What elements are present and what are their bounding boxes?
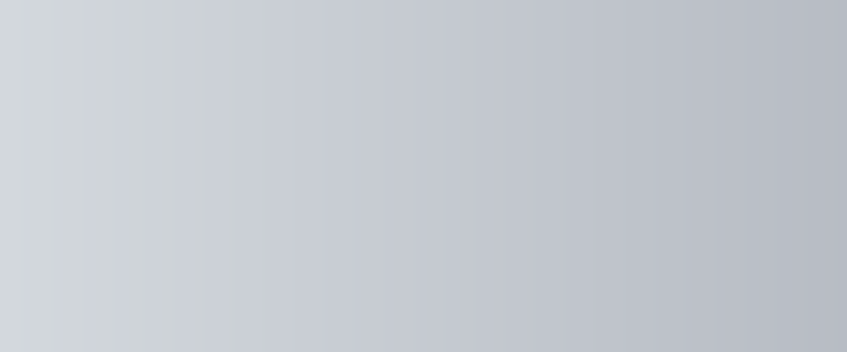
Text: b.: b. bbox=[38, 321, 53, 336]
Text: I → III → IV → II: I → III → IV → II bbox=[71, 321, 181, 336]
Text: V. Pulmonary veins carry oxygenated blood back to the heart.: V. Pulmonary veins carry oxygenated bloo… bbox=[10, 222, 490, 237]
Text: II. Deoxygenated blood is carried from the heart to the lungs via the pulmonary : II. Deoxygenated blood is carried from t… bbox=[10, 100, 683, 115]
Text: II → III → I → IV: II → III → I → IV bbox=[71, 283, 181, 297]
Text: III. Blood is oxygenated in the pulmonary capillaries surrounding the alveoli.: III. Blood is oxygenated in the pulmonar… bbox=[10, 141, 602, 156]
Text: I. The pulmonary artery branches into arterioles, which lead to pulmonary capill: I. The pulmonary artery branches into ar… bbox=[10, 60, 674, 75]
Text: Arrange the steps in the correct order to describe the pathway of deoxygenated b: Arrange the steps in the correct order t… bbox=[10, 19, 783, 34]
Ellipse shape bbox=[6, 326, 28, 337]
Text: a.: a. bbox=[38, 283, 53, 297]
Text: IV. Oxygenated blood drains from the alveoli through pulmonary veins.: IV. Oxygenated blood drains from the alv… bbox=[10, 181, 561, 196]
Ellipse shape bbox=[6, 288, 28, 298]
